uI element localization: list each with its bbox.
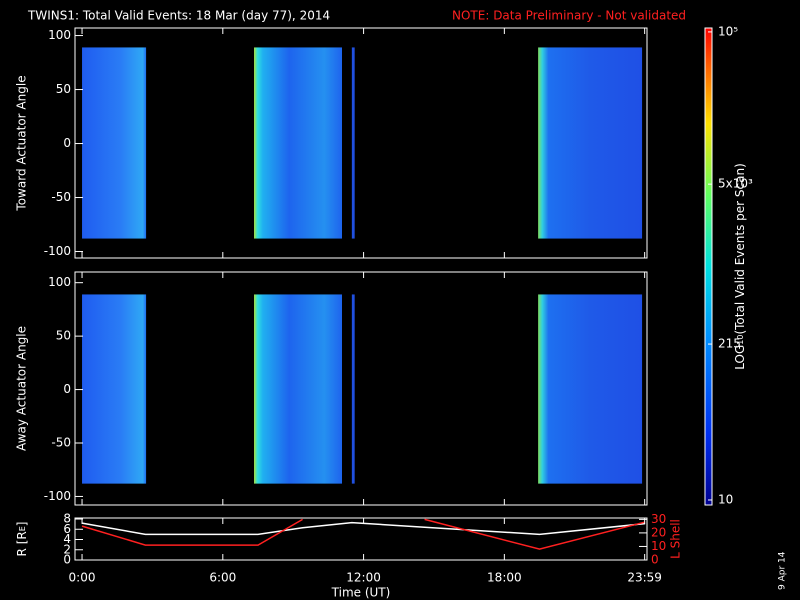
spectrogram-block <box>538 294 643 484</box>
y-tick-label: 0 <box>63 382 71 396</box>
data-line <box>81 518 646 550</box>
y-axis-label: R [RE] <box>15 522 29 557</box>
spectrogram-block <box>82 47 147 239</box>
note: NOTE: Data Preliminary - Not validated <box>452 9 686 23</box>
date-stamp: 9 Apr 14 <box>778 551 788 590</box>
y-tick-label: 6 <box>63 522 71 536</box>
y-tick-label: -100 <box>44 489 71 503</box>
colorbar-label-part: 10 <box>736 335 745 345</box>
spectrogram-block <box>538 47 643 239</box>
data-line <box>81 521 646 536</box>
x-tick-label: 6:00 <box>209 571 236 585</box>
panel-frame <box>74 27 648 259</box>
y-axis-label: Away Actuator Angle <box>15 326 29 451</box>
y-axis-label-part: E <box>18 526 27 531</box>
y-axis-label-part: R [R <box>15 531 29 556</box>
y2-tick-label: 0 <box>651 553 659 567</box>
y-tick-label: 2 <box>63 542 71 556</box>
y2-axis-label: L Shell <box>669 519 683 559</box>
y-tick-label: 50 <box>56 82 71 96</box>
x-tick-label: 0:00 <box>69 571 96 585</box>
colorbar <box>704 27 713 506</box>
x-tick-label: 23:59 <box>627 571 662 585</box>
panel-frame <box>74 517 648 561</box>
y-tick-label: 100 <box>48 275 71 289</box>
colorbar-tick-label: 10⁵ <box>718 24 738 38</box>
y-tick-label: 8 <box>63 512 71 526</box>
y-axis-label: Toward Actuator Angle <box>15 75 29 211</box>
y-tick-label: 50 <box>56 329 71 343</box>
x-axis-label: Time (UT) <box>331 586 391 600</box>
title: TWINS1: Total Valid Events: 18 Mar (day … <box>27 9 330 23</box>
colorbar-tick-label: 215 <box>718 337 741 351</box>
colorbar-tick-label: 10 <box>718 492 733 506</box>
y2-tick-label: 20 <box>651 525 666 539</box>
colorbar-tick-label: 5x10³ <box>718 177 753 191</box>
spectrogram-block <box>351 47 355 239</box>
y-tick-label: -50 <box>51 190 71 204</box>
y2-tick-label: 30 <box>651 512 666 526</box>
spectrogram-block <box>351 294 355 484</box>
y-tick-label: 0 <box>63 136 71 150</box>
colorbar-label-part: (Total Valid Events per Scan) <box>733 163 747 334</box>
y-tick-label: 100 <box>48 28 71 42</box>
colorbar-label-part: LOG <box>733 345 747 370</box>
spectrogram-block <box>82 294 147 484</box>
x-tick-label: 18:00 <box>487 571 522 585</box>
spectrogram-block <box>254 294 342 484</box>
y2-tick-label: 10 <box>651 539 666 553</box>
panel-frame <box>74 271 648 506</box>
x-tick-label: 12:00 <box>346 571 381 585</box>
y-tick-label: 4 <box>63 532 71 546</box>
colorbar-label: LOG10(Total Valid Events per Scan) <box>733 163 747 370</box>
y-tick-label: -100 <box>44 244 71 258</box>
spectrogram-block <box>254 47 342 239</box>
y-tick-label: 0 <box>63 553 71 567</box>
y-axis-label-part: ] <box>15 522 29 527</box>
y-tick-label: -50 <box>51 436 71 450</box>
